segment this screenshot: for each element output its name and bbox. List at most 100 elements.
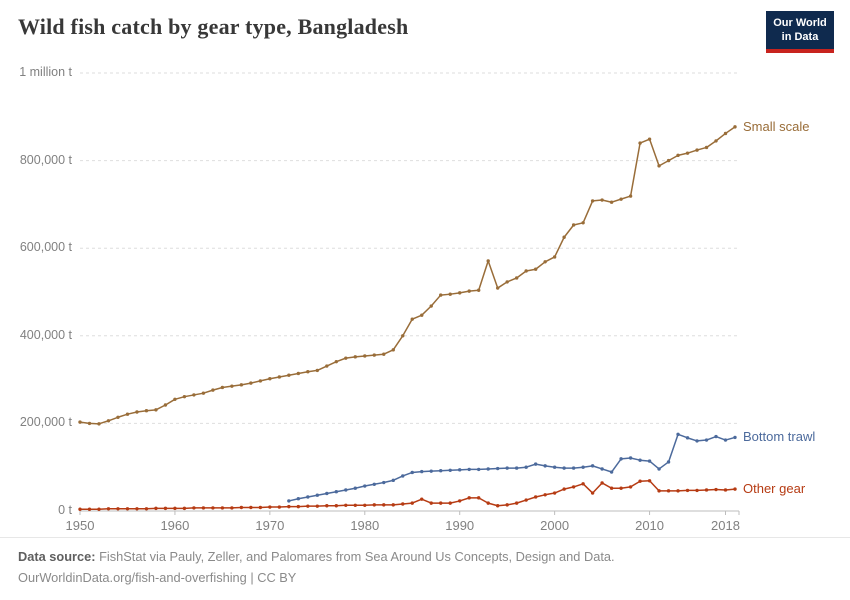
data-point [439,469,443,473]
data-point [382,503,386,507]
series-label-other-gear: Other gear [743,481,806,497]
data-point [562,466,566,470]
data-point [543,464,547,468]
data-point [514,276,519,280]
series-label-bottom-trawl: Bottom trawl [743,429,816,445]
data-point [571,485,576,489]
data-point [363,354,367,358]
data-point [476,496,481,500]
data-point [439,501,443,505]
data-point [619,197,623,201]
data-point [163,506,168,511]
data-point [135,410,139,414]
data-point [647,137,652,141]
data-point [401,474,405,478]
data-point [296,504,301,509]
data-point [116,507,120,511]
data-point [486,501,490,505]
data-point [458,468,462,472]
data-source-label: Data source: [18,549,96,564]
data-point [676,153,680,158]
data-point [106,419,111,423]
data-point [695,148,699,152]
data-point [514,466,519,470]
data-point [609,200,614,204]
data-point [458,499,462,503]
data-point [495,504,500,508]
data-point [353,503,357,508]
data-point [420,497,424,501]
data-point [144,408,149,413]
data-point [552,255,557,259]
data-point [201,391,206,395]
data-point [211,388,215,392]
data-point [334,359,339,364]
y-axis-tick-label: 1 million t [19,65,72,79]
data-point [382,352,386,356]
data-point [723,131,728,136]
data-point [249,505,253,510]
data-point [638,458,642,462]
data-point [344,488,348,492]
owid-logo-line2: in Data [781,30,819,43]
data-point [486,467,490,471]
data-point [590,199,595,203]
data-point [220,385,225,390]
data-point [144,507,149,511]
data-point [695,439,699,443]
data-point [714,487,718,492]
owid-url-link[interactable]: OurWorldinData.org/fish-and-overfishing [18,570,247,586]
owid-logo[interactable]: Our World in Data [766,11,834,53]
data-point [590,491,595,495]
data-point [296,497,301,501]
x-axis-tick-label: 2018 [711,518,740,533]
data-point [562,235,566,239]
x-axis-tick-label: 2000 [540,518,570,533]
x-axis-tick-label: 1970 [255,518,285,533]
chart-title: Wild fish catch by gear type, Bangladesh [18,14,409,39]
data-point [382,480,386,485]
data-point [201,506,206,510]
data-point [657,164,661,168]
data-point [733,435,737,440]
data-point [467,289,471,293]
data-point [315,504,320,508]
data-point [287,373,291,377]
line-series-other-gear [80,480,736,510]
separator: | [246,570,258,586]
data-point [391,348,395,352]
data-point [154,408,158,412]
data-point [372,503,376,507]
data-point [429,469,433,473]
owid-logo-line1: Our World [773,17,827,29]
data-point [733,125,737,129]
data-point [363,503,367,508]
data-point [657,467,661,471]
data-point [306,504,310,508]
data-point [448,468,452,472]
data-point [353,355,357,359]
data-point [723,438,728,442]
data-point [277,505,282,509]
data-point [325,364,329,368]
data-point [230,384,234,388]
chart-footer: Data source: FishStat via Pauly, Zeller,… [0,537,850,588]
data-point [334,490,339,494]
data-point [401,334,405,338]
data-point [619,457,623,461]
data-point [695,488,699,493]
data-point [514,501,519,505]
data-point [467,496,471,500]
data-point [476,467,481,472]
data-point [334,504,339,508]
data-point [106,507,111,511]
data-point [562,487,566,491]
data-point [410,470,414,475]
data-point [163,403,168,407]
x-axis-tick-label: 1960 [160,518,190,533]
data-point [315,493,320,497]
license-text: CC BY [257,570,297,586]
data-point [628,456,633,460]
data-source-line: Data source: FishStat via Pauly, Zeller,… [18,546,832,567]
